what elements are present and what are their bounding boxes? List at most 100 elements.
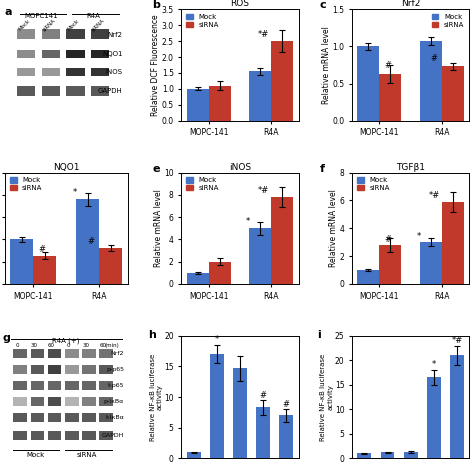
- Bar: [13, 432, 27, 440]
- Bar: [82, 381, 96, 390]
- Text: a: a: [5, 7, 12, 17]
- Bar: [66, 69, 85, 76]
- Bar: [91, 86, 109, 96]
- Title: Nrf2: Nrf2: [401, 0, 420, 8]
- Bar: [91, 29, 109, 39]
- Bar: [30, 413, 44, 422]
- Bar: [82, 349, 96, 358]
- Legend: Mock, siRNA: Mock, siRNA: [185, 13, 220, 29]
- Bar: [357, 453, 371, 458]
- Bar: [42, 50, 60, 58]
- Text: *#: *#: [428, 191, 439, 200]
- Bar: [42, 86, 60, 96]
- Y-axis label: Relative NF-κB luciferase
activity: Relative NF-κB luciferase activity: [150, 353, 163, 441]
- Bar: [13, 349, 27, 358]
- Bar: [13, 413, 27, 422]
- Bar: [100, 381, 113, 390]
- Text: GAPDH: GAPDH: [102, 433, 124, 438]
- Bar: [100, 349, 113, 358]
- Bar: [65, 365, 79, 374]
- Bar: [66, 86, 85, 96]
- Bar: [10, 239, 33, 284]
- Text: Nrf2: Nrf2: [108, 32, 123, 38]
- Title: NQO1: NQO1: [53, 163, 80, 172]
- Bar: [420, 242, 442, 284]
- Bar: [379, 245, 401, 284]
- Text: e: e: [152, 163, 160, 174]
- Text: i: i: [317, 330, 321, 340]
- Bar: [187, 273, 209, 284]
- Bar: [17, 29, 36, 39]
- Text: *#: *#: [257, 186, 269, 195]
- Bar: [233, 368, 247, 458]
- Text: 60: 60: [100, 343, 107, 348]
- Bar: [48, 432, 61, 440]
- Bar: [210, 354, 224, 458]
- Text: R4A: R4A: [86, 13, 100, 19]
- Bar: [427, 377, 441, 458]
- Text: t-p65: t-p65: [108, 383, 124, 388]
- Bar: [30, 381, 44, 390]
- Text: 30: 30: [31, 343, 38, 348]
- Legend: Mock, siRNA: Mock, siRNA: [356, 176, 391, 192]
- Text: *: *: [215, 335, 219, 344]
- Text: siRNA: siRNA: [77, 452, 97, 458]
- Bar: [249, 71, 271, 121]
- Bar: [91, 69, 109, 76]
- Bar: [48, 365, 61, 374]
- Bar: [279, 415, 293, 458]
- Bar: [82, 413, 96, 422]
- Bar: [249, 228, 271, 284]
- Text: 0: 0: [67, 343, 71, 348]
- Bar: [357, 46, 379, 121]
- Bar: [33, 256, 56, 284]
- Bar: [82, 397, 96, 406]
- Bar: [442, 202, 464, 284]
- Bar: [65, 413, 79, 422]
- Text: *: *: [417, 232, 421, 241]
- Title: TGFβ1: TGFβ1: [396, 163, 425, 172]
- Text: (min): (min): [104, 343, 119, 348]
- Text: *: *: [246, 217, 250, 226]
- Text: #: #: [283, 400, 290, 409]
- Bar: [271, 41, 293, 121]
- Bar: [13, 381, 27, 390]
- Title: ROS: ROS: [230, 0, 249, 8]
- Bar: [100, 365, 113, 374]
- Bar: [30, 432, 44, 440]
- Text: #: #: [260, 390, 266, 400]
- Legend: Mock, siRNA: Mock, siRNA: [430, 13, 466, 29]
- Bar: [99, 248, 122, 284]
- Text: *#: *#: [451, 336, 463, 344]
- Bar: [379, 74, 401, 121]
- Bar: [209, 262, 230, 284]
- Text: *#: *#: [257, 30, 269, 39]
- Bar: [357, 270, 379, 284]
- Bar: [100, 432, 113, 440]
- Legend: Mock, siRNA: Mock, siRNA: [8, 176, 44, 192]
- Text: g: g: [2, 333, 10, 344]
- Text: 0: 0: [15, 343, 19, 348]
- Bar: [48, 397, 61, 406]
- Bar: [65, 432, 79, 440]
- Bar: [76, 199, 99, 284]
- Y-axis label: Relative NF-κB luciferase
activity: Relative NF-κB luciferase activity: [320, 353, 333, 441]
- Text: *: *: [73, 188, 77, 197]
- Text: #: #: [87, 237, 94, 246]
- Bar: [17, 86, 36, 96]
- Bar: [30, 349, 44, 358]
- Bar: [187, 89, 209, 121]
- Bar: [256, 407, 270, 458]
- Text: Nrf2: Nrf2: [110, 351, 124, 356]
- Bar: [48, 381, 61, 390]
- Bar: [48, 413, 61, 422]
- Text: p-IκBα: p-IκBα: [104, 399, 124, 404]
- Bar: [82, 432, 96, 440]
- Bar: [82, 365, 96, 374]
- Bar: [13, 365, 27, 374]
- Bar: [442, 67, 464, 121]
- Text: Mock: Mock: [67, 18, 81, 32]
- Text: b: b: [152, 0, 160, 10]
- Bar: [209, 86, 230, 121]
- Bar: [100, 413, 113, 422]
